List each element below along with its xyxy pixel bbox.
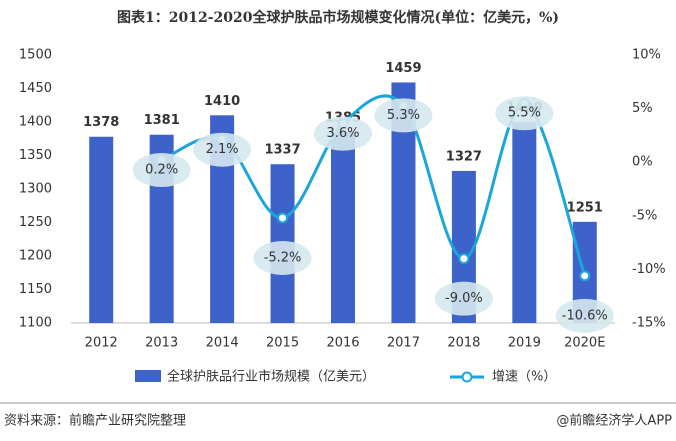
legend-swatch [135,370,161,382]
line-value-label: 5.5% [508,106,541,121]
y-tick-label: 1350 [19,148,52,163]
x-tick-label: 2019 [508,336,541,351]
legend-marker [461,371,473,383]
line-value-label: -5.2% [264,250,302,265]
label-bubble [555,298,614,333]
y2-tick-label: -15% [632,316,666,331]
x-tick-label: 2020E [564,336,605,351]
line-marker [458,253,470,265]
y-tick-label: 1300 [19,182,52,197]
line-value-label: 0.2% [145,163,178,178]
label-bubble [193,132,252,167]
y-tick-label: 1150 [19,282,52,297]
bar-value-label: 1459 [385,61,421,76]
y-tick-label: 1450 [19,81,52,96]
bar-value-label: 1381 [144,113,180,128]
bar [331,132,355,323]
y2-tick-label: 5% [632,101,653,116]
label-bubble [374,98,433,133]
x-tick-label: 2017 [387,336,420,351]
line-value-label: 5.3% [387,108,420,123]
bar-value-label: 1410 [204,94,240,109]
line-value-label: 2.1% [206,142,239,157]
line-value-label: -10.6% [562,308,608,323]
y2-tick-label: -10% [632,262,666,277]
line-marker [579,270,591,282]
label-bubble [132,153,191,188]
y2-tick-label: -5% [632,208,657,223]
label-bubble [314,116,372,151]
y-tick-label: 1250 [19,215,52,230]
x-tick-label: 2016 [326,336,359,351]
bar-value-label: 1337 [264,143,300,158]
x-tick-label: 2018 [447,336,480,351]
y-tick-label: 1400 [19,115,52,130]
y-tick-label: 1100 [19,316,52,331]
bar [89,136,114,323]
line-value-label: 3.6% [326,126,359,141]
y-tick-label: 1500 [19,48,52,63]
label-bubble [434,281,493,316]
legend-label: 全球护肤品行业市场规模（亿美元） [167,369,375,385]
y2-tick-label: 10% [632,48,661,63]
x-tick-label: 2014 [206,336,239,351]
brand: @前瞻经济学人APP [556,413,672,429]
line-value-label: -9.0% [445,291,483,306]
x-tick-label: 2015 [266,336,299,351]
source: 资料来源：前瞻产业研究院整理 [4,413,186,429]
x-tick-label: 2013 [145,336,178,351]
line-marker [277,212,289,224]
x-tick-label: 2012 [85,336,118,351]
chart-title: 图表1：2012-2020全球护肤品市场规模变化情况(单位：亿美元，%) [117,9,559,26]
bar-value-label: 1251 [567,200,603,215]
label-bubble [253,240,312,275]
bar-value-label: 1327 [446,149,482,164]
y2-tick-label: 0% [632,155,653,170]
legend-label: 增速（%） [492,370,556,385]
bar-value-label: 1378 [83,115,119,130]
bar [512,122,537,323]
label-bubble [495,96,554,131]
y-tick-label: 1200 [19,249,52,264]
